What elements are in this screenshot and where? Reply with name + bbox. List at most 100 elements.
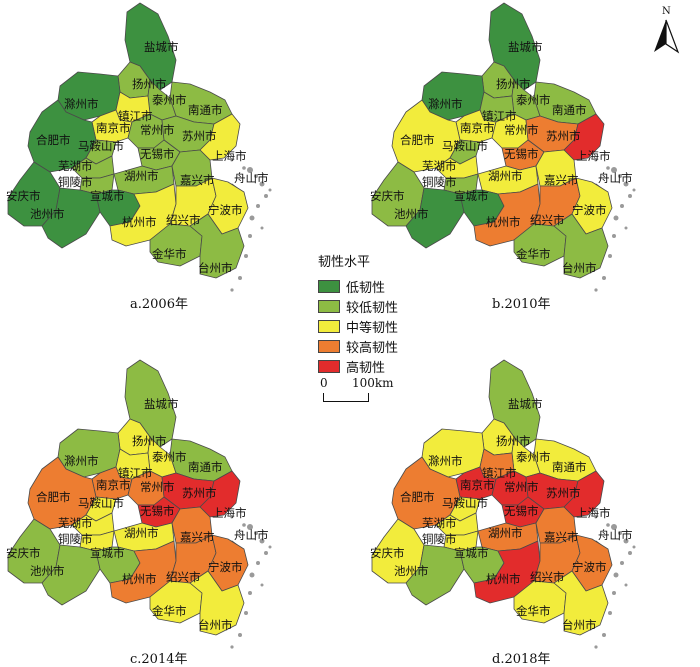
city-label-合肥市: 合肥市: [36, 133, 71, 147]
city-label-南通市: 南通市: [552, 460, 587, 474]
offshore-island: [612, 591, 616, 595]
offshore-island: [256, 561, 260, 565]
offshore-island: [264, 551, 268, 555]
city-label-泰州市: 泰州市: [516, 450, 551, 464]
city-label-铜陵市: 铜陵市: [58, 175, 93, 189]
city-label-池州市: 池州市: [394, 564, 429, 578]
city-label-滁州市: 滁州市: [428, 97, 463, 111]
city-label-合肥市: 合肥市: [400, 133, 435, 147]
city-label-宁波市: 宁波市: [572, 203, 607, 217]
city-label-上海市: 上海市: [212, 149, 247, 163]
city-label-扬州市: 扬州市: [496, 77, 531, 91]
city-label-宣城市: 宣城市: [90, 189, 125, 203]
offshore-island: [623, 181, 629, 187]
offshore-island: [624, 226, 628, 230]
legend-item-high: 高韧性: [318, 356, 458, 376]
region-上海市: [199, 113, 241, 161]
city-label-宣城市: 宣城市: [454, 189, 489, 203]
offshore-island: [259, 181, 265, 187]
offshore-island: [249, 215, 255, 221]
offshore-island: [244, 611, 248, 615]
legend-swatch-lower: [318, 299, 340, 313]
legend-title: 韧性水平: [318, 255, 371, 270]
city-label-台州市: 台州市: [562, 618, 597, 632]
offshore-island: [606, 523, 610, 527]
city-label-镇江市: 镇江市: [482, 109, 517, 123]
city-label-南通市: 南通市: [552, 103, 587, 117]
legend: 韧性水平 低韧性 较低韧性 中等韧性 较高韧性 高韧性: [318, 251, 458, 376]
city-label-舟山市: 舟山市: [598, 528, 633, 542]
offshore-island: [260, 583, 264, 587]
offshore-island: [602, 276, 606, 280]
city-label-池州市: 池州市: [30, 564, 65, 578]
offshore-island: [602, 633, 606, 637]
city-label-马鞍山市: 马鞍山市: [442, 139, 488, 153]
legend-label-medium: 中等韧性: [346, 320, 399, 336]
city-label-镇江市: 镇江市: [482, 466, 517, 480]
offshore-island: [594, 288, 598, 292]
offshore-island: [623, 538, 629, 544]
city-label-杭州市: 杭州市: [122, 215, 157, 229]
legend-swatch-low: [318, 279, 340, 293]
city-label-绍兴市: 绍兴市: [166, 570, 201, 584]
offshore-island: [264, 194, 268, 198]
city-label-芜湖市: 芜湖市: [58, 516, 93, 530]
city-label-芜湖市: 芜湖市: [422, 516, 457, 530]
region-台州市: [553, 213, 609, 279]
region-杭州市: [473, 183, 541, 247]
offshore-island: [248, 591, 252, 595]
city-label-上海市: 上海市: [576, 506, 611, 520]
city-label-无锡市: 无锡市: [140, 147, 175, 161]
city-label-马鞍山市: 马鞍山市: [78, 139, 124, 153]
offshore-island: [620, 204, 624, 208]
city-label-宣城市: 宣城市: [90, 546, 125, 560]
legend-swatch-higher: [318, 339, 340, 353]
city-label-宣城市: 宣城市: [454, 546, 489, 560]
offshore-island: [238, 633, 242, 637]
city-label-铜陵市: 铜陵市: [422, 532, 457, 546]
city-label-常州市: 常州市: [140, 123, 175, 137]
city-label-滁州市: 滁州市: [428, 454, 463, 468]
city-label-苏州市: 苏州市: [182, 129, 217, 143]
city-label-南京市: 南京市: [96, 121, 131, 135]
city-label-金华市: 金华市: [516, 247, 551, 261]
city-label-铜陵市: 铜陵市: [58, 532, 93, 546]
city-label-池州市: 池州市: [30, 207, 65, 221]
region-杭州市: [109, 540, 177, 604]
region-台州市: [189, 213, 245, 279]
city-label-南京市: 南京市: [96, 478, 131, 492]
city-label-湖州市: 湖州市: [488, 169, 523, 183]
city-label-无锡市: 无锡市: [504, 504, 539, 518]
city-label-无锡市: 无锡市: [504, 147, 539, 161]
legend-item-lower: 较低韧性: [318, 296, 458, 316]
city-label-杭州市: 杭州市: [122, 572, 157, 586]
city-label-绍兴市: 绍兴市: [530, 570, 565, 584]
city-label-安庆市: 安庆市: [370, 189, 405, 203]
offshore-island: [238, 276, 242, 280]
city-label-宁波市: 宁波市: [208, 560, 243, 574]
city-label-合肥市: 合肥市: [36, 490, 71, 504]
city-label-宁波市: 宁波市: [208, 203, 243, 217]
legend-label-low: 低韧性: [346, 280, 386, 296]
offshore-island: [613, 215, 619, 221]
offshore-island: [242, 523, 246, 527]
offshore-island: [254, 531, 258, 535]
offshore-island: [230, 645, 234, 649]
offshore-island: [608, 254, 612, 258]
city-label-湖州市: 湖州市: [124, 526, 159, 540]
offshore-island: [230, 288, 234, 292]
north-label: N: [662, 6, 671, 17]
north-arrow: N: [651, 6, 681, 58]
city-label-台州市: 台州市: [562, 261, 597, 275]
offshore-island: [628, 194, 632, 198]
offshore-island: [242, 166, 246, 170]
region-上海市: [199, 470, 241, 518]
city-label-金华市: 金华市: [516, 604, 551, 618]
offshore-island: [618, 531, 622, 535]
city-label-台州市: 台州市: [198, 618, 233, 632]
city-label-镇江市: 镇江市: [118, 109, 153, 123]
city-label-芜湖市: 芜湖市: [58, 159, 93, 173]
region-杭州市: [109, 183, 177, 247]
